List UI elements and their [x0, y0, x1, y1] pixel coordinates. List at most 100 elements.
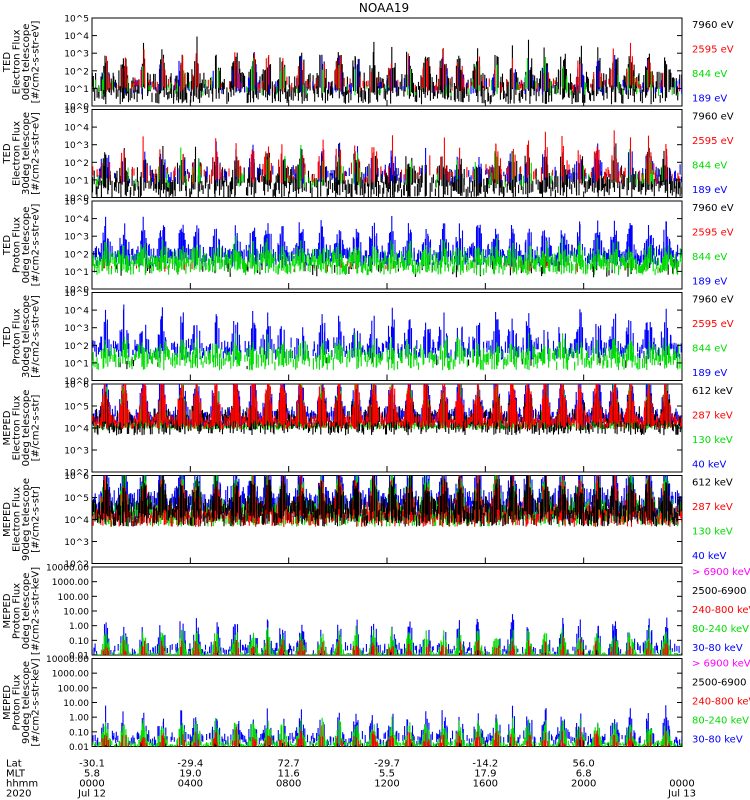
y-tick-label: 10^3	[64, 233, 89, 243]
series-trace-2	[92, 636, 682, 655]
legend-entry: > 6900 keV	[692, 567, 750, 578]
series-group	[92, 475, 682, 527]
y-tick-label: 10^2	[64, 67, 89, 77]
y-tick-label: 10^1	[64, 359, 89, 369]
legend-entry: 40 keV	[692, 551, 726, 562]
y-tick-label: 10^4	[64, 516, 89, 526]
y-tick-label: 10^2	[64, 560, 89, 570]
series-group	[92, 130, 682, 198]
y-tick-label: 1.00	[69, 622, 89, 632]
x-date-label: Jul 13	[667, 789, 696, 800]
legend-entry: 189 eV	[692, 368, 727, 379]
x-hhmm-label: 0000	[669, 779, 694, 790]
y-tick-label: 10^5	[64, 106, 89, 116]
series-group	[92, 304, 682, 371]
series-trace-2	[92, 725, 682, 747]
legend-entry: 844 eV	[692, 69, 727, 80]
y-tick-label: 10^1	[64, 176, 89, 186]
y-axis-label-line: 0deg telescope	[21, 24, 32, 101]
x-mlt-label: 19.0	[179, 769, 201, 780]
legend-entry: 2595 eV	[692, 45, 734, 56]
x-mlt-label: 6.8	[576, 769, 592, 780]
legend-entry: 2595 eV	[692, 319, 734, 330]
y-tick-label: 10^3	[64, 50, 89, 60]
panel-frame	[91, 292, 683, 381]
y-tick-label: 10^4	[64, 32, 89, 42]
series-trace-3	[105, 42, 681, 93]
y-axis-label-line: Electron Flux	[12, 487, 23, 552]
y-axis-label-line: Electron Flux	[12, 121, 23, 186]
y-axis-label-line: Proton Flux	[12, 583, 23, 639]
y-axis-label-line: Proton Flux	[12, 674, 23, 730]
series-trace-3	[92, 130, 680, 184]
y-tick-label: 10^4	[64, 124, 89, 134]
legend-entry: > 6900 keV	[692, 659, 750, 670]
x-hhmm-label: 2000	[571, 779, 596, 790]
y-axis-label-line: 30deg telescope	[21, 112, 32, 195]
legend-entry: 189 eV	[692, 94, 727, 105]
legend-entry: 40 keV	[692, 460, 726, 471]
y-tick-label: 10^0	[64, 194, 89, 204]
legend-entry: 2595 eV	[692, 136, 734, 147]
legend-entry: 7960 eV	[692, 295, 734, 306]
y-tick-label: 1.00	[69, 714, 89, 724]
y-axis-label-line: MEPED	[2, 502, 13, 537]
y-tick-label: 10^4	[64, 307, 89, 317]
y-tick-label: 10000.00	[46, 655, 89, 665]
y-tick-label: 10^0	[64, 286, 89, 296]
y-axis-label-line: Proton Flux	[12, 217, 23, 273]
y-axis-label-line: Electron Flux	[12, 29, 23, 94]
y-tick-label: 10.00	[63, 699, 89, 709]
y-tick-label: 10^3	[64, 538, 89, 548]
x-hhmm-label: 0800	[276, 779, 301, 790]
y-tick-label: 10^3	[64, 324, 89, 334]
y-axis-label-line: MEPED	[2, 593, 13, 628]
x-mlt-label: 5.5	[379, 769, 395, 780]
legend-entry: 844 eV	[692, 344, 727, 355]
y-axis-label-line: TED	[2, 143, 13, 164]
x-date-label: Jul 12	[77, 789, 106, 800]
x-row-label: MLT	[6, 769, 26, 780]
y-tick-label: 10^2	[64, 469, 89, 479]
x-lat-label: -14.2	[472, 759, 498, 770]
y-tick-label: 10^6	[64, 381, 89, 391]
y-axis-label-line: TED	[2, 52, 13, 73]
y-tick-label: 10.00	[63, 608, 89, 618]
legend-entry: 80-240 keV	[692, 624, 749, 635]
y-tick-label: 10^6	[64, 472, 89, 482]
y-tick-label: 10^0	[64, 377, 89, 387]
y-axis-label-line: 30deg telescope	[21, 295, 32, 378]
x-lat-label: 56.0	[573, 759, 595, 770]
y-tick-label: 10^5	[64, 198, 89, 208]
legend-entry: 287 keV	[692, 502, 733, 513]
y-tick-label: 10^3	[64, 447, 89, 457]
series-trace-3	[92, 650, 678, 655]
y-tick-label: 1000.00	[52, 578, 89, 588]
y-tick-label: 100.00	[58, 684, 90, 694]
y-axis-label-line: 0deg telescope	[21, 573, 32, 650]
y-tick-label: 10^1	[64, 85, 89, 95]
y-tick-label: 10^2	[64, 250, 89, 260]
x-mlt-label: 5.8	[84, 769, 100, 780]
x-hhmm-label: 1600	[473, 779, 498, 790]
y-tick-label: 10^5	[64, 15, 89, 25]
legend-entry: 240-800 keV	[692, 605, 750, 616]
legend-entry: 612 keV	[692, 386, 733, 397]
legend-entry: 612 keV	[692, 478, 733, 489]
y-tick-label: 0.10	[69, 637, 89, 647]
series-group	[92, 216, 682, 278]
legend-entry: 2500-6900	[692, 678, 747, 689]
plot-title: NOAA19	[359, 1, 409, 15]
x-lat-label: -29.4	[177, 759, 203, 770]
series-trace-3	[92, 475, 682, 527]
y-tick-label: 10^0	[64, 103, 89, 113]
legend-entry: 7960 eV	[692, 203, 734, 214]
y-axis-label-line: TED	[2, 326, 13, 347]
series-group	[92, 705, 682, 747]
panel-frame	[91, 200, 683, 290]
legend-entry: 7960 eV	[692, 20, 734, 31]
